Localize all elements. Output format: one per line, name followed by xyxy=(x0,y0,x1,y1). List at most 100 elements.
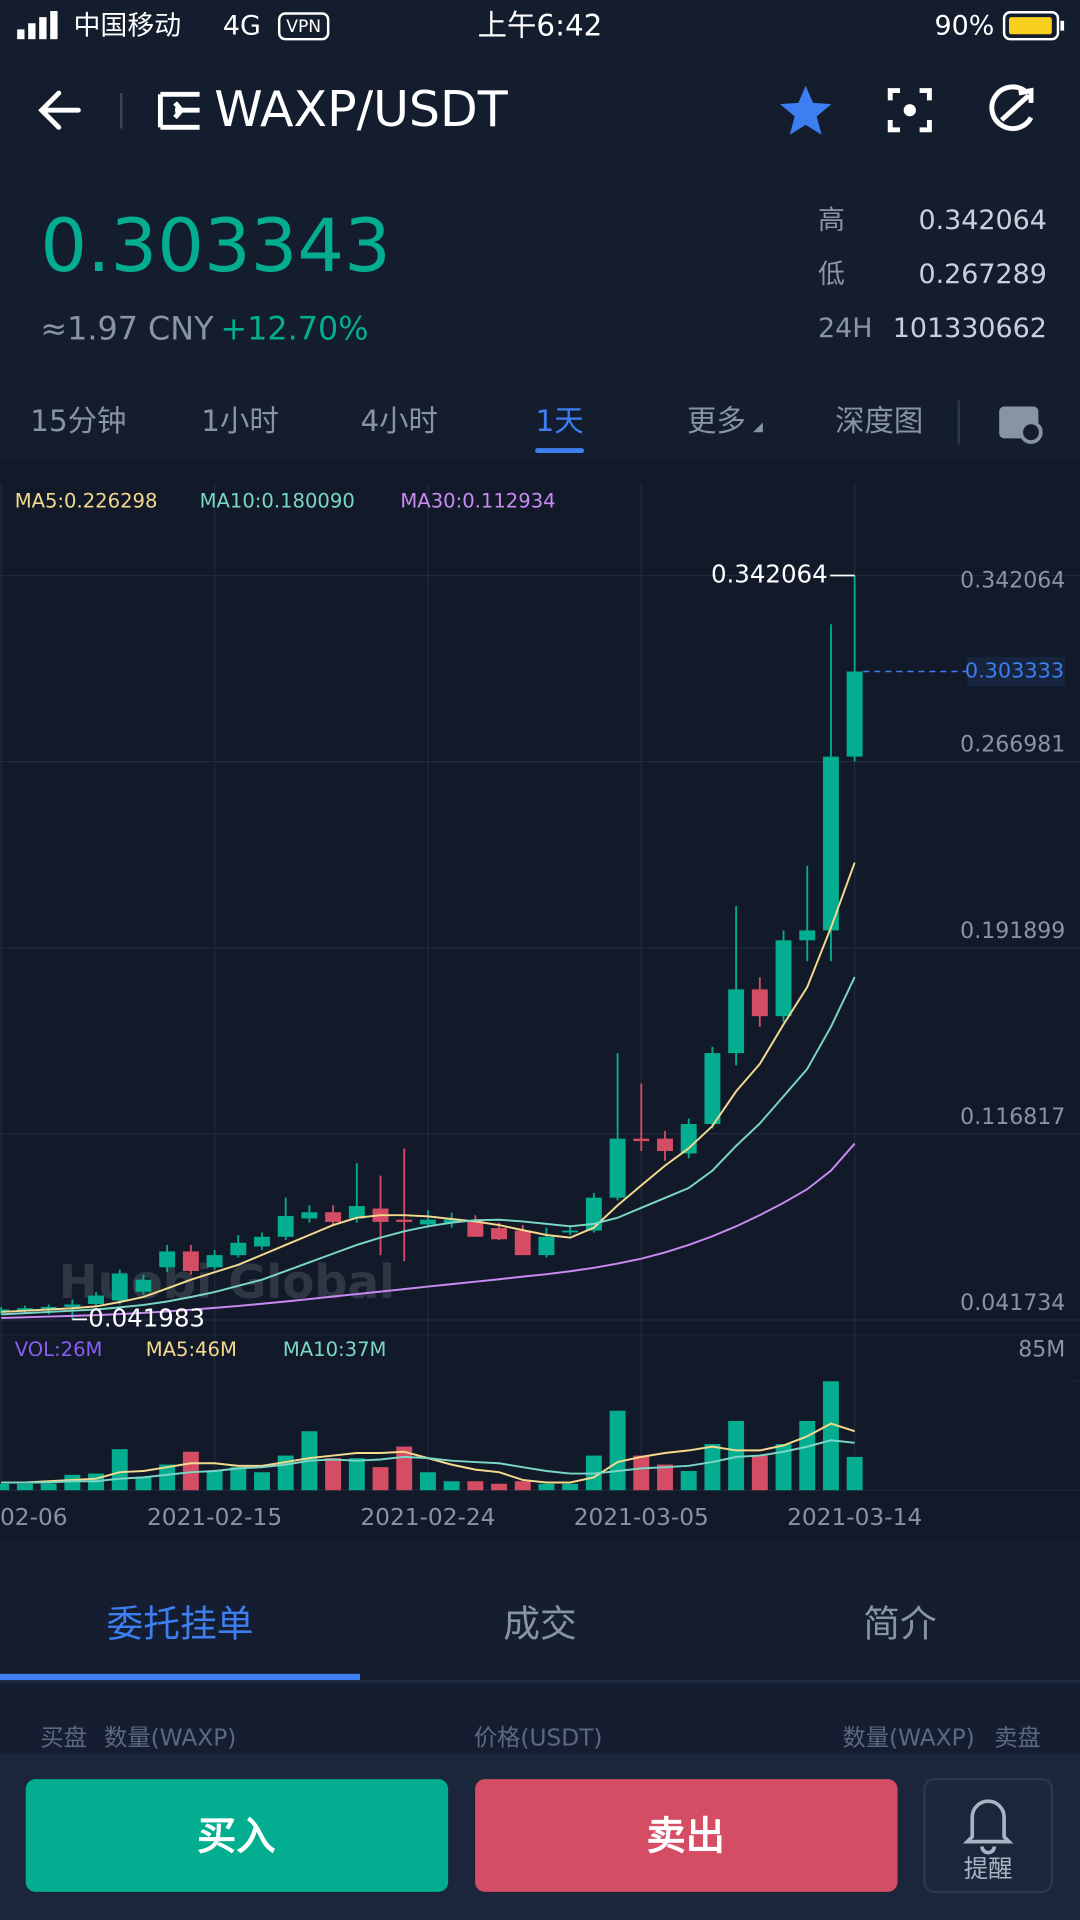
back-button[interactable] xyxy=(38,90,81,130)
column-header: 卖盘 xyxy=(994,1724,1041,1751)
gear-icon xyxy=(1019,420,1043,444)
candle-body xyxy=(514,1230,531,1256)
stat-label: 高 xyxy=(818,205,845,236)
volume-bar xyxy=(443,1481,460,1491)
candle-body xyxy=(585,1197,602,1231)
volume-bar xyxy=(206,1470,223,1491)
volume-ma-line xyxy=(1,1439,855,1484)
watermark: Huobi Global xyxy=(59,1255,395,1309)
column-header: 数量(WAXP) xyxy=(842,1724,974,1751)
ticker: 0.303343 ≈1.97 CNY +12.70% xyxy=(40,204,390,348)
battery-fill xyxy=(1008,17,1052,35)
candle-body xyxy=(680,1124,697,1154)
candle-body xyxy=(609,1138,626,1198)
volume-bar xyxy=(491,1483,508,1491)
candle-body xyxy=(182,1251,199,1272)
signal-bar xyxy=(50,11,58,40)
candle-body xyxy=(348,1206,365,1219)
y-tick-label: 0.342064 xyxy=(960,569,1065,594)
candle-body xyxy=(751,989,768,1017)
buy-button[interactable]: 买入 xyxy=(25,1779,449,1892)
menu-icon[interactable] xyxy=(157,91,200,130)
min-label: 0.041983 xyxy=(88,1303,205,1332)
scan-dot xyxy=(903,104,916,117)
active-underline xyxy=(0,1673,360,1680)
volume-bar xyxy=(775,1444,792,1491)
bottom-tab[interactable]: 成交 xyxy=(503,1603,576,1646)
period-tabs: 15分钟 1小时 4小时 1天 更多 深度图 xyxy=(30,400,1043,454)
refresh-button[interactable] xyxy=(989,84,1034,131)
stat-value: 101330662 xyxy=(893,313,1047,344)
battery-level: 90% xyxy=(934,10,994,41)
volume-bar xyxy=(348,1458,365,1491)
x-tick-label: 2021-03-14 xyxy=(787,1504,922,1531)
period-tab[interactable]: 深度图 xyxy=(835,404,923,438)
sell-label: 卖出 xyxy=(647,1815,725,1860)
last-price-label: 0.303333 xyxy=(965,659,1064,683)
status-bar: 中国移动 4G VPN 上午6:42 90% xyxy=(17,8,1065,42)
candle-body xyxy=(419,1219,436,1225)
x-tick-label: 2021-02-15 xyxy=(147,1504,282,1531)
bell-icon xyxy=(962,1799,1014,1855)
volume-bar xyxy=(704,1444,721,1491)
candle-body xyxy=(206,1255,223,1268)
vpn-box xyxy=(277,12,330,41)
volume-bar xyxy=(562,1483,579,1491)
y-tick-label: 0.116817 xyxy=(960,1105,1065,1130)
volume-bar xyxy=(182,1451,199,1491)
sell-button[interactable]: 卖出 xyxy=(475,1779,898,1892)
y-tick-label: 0.266981 xyxy=(960,733,1065,758)
candle-body xyxy=(301,1212,318,1219)
volume-bar xyxy=(111,1449,128,1491)
stat-label: 24H xyxy=(818,313,873,344)
volume-bar xyxy=(538,1483,555,1491)
alert-button[interactable]: 提醒 xyxy=(923,1777,1054,1894)
candle-body xyxy=(538,1236,555,1256)
dropdown-caret xyxy=(753,422,763,433)
candle-body xyxy=(657,1138,673,1152)
network: 4G xyxy=(223,10,261,41)
volume-bar xyxy=(799,1420,816,1491)
candle-body xyxy=(254,1236,270,1247)
period-tab[interactable]: 1天 xyxy=(536,404,584,438)
price-cny: ≈1.97 CNY xyxy=(40,310,214,348)
volume-bar xyxy=(680,1470,697,1491)
period-tab[interactable]: 4小时 xyxy=(360,404,437,438)
candle-body xyxy=(325,1212,342,1222)
buy-button-bg xyxy=(25,1779,449,1892)
ma-legend: MA30:0.112934 xyxy=(400,490,555,513)
bottom-tab[interactable]: 简介 xyxy=(863,1603,936,1646)
refresh-arrow xyxy=(999,87,1034,122)
order-book-header: 买盘 数量(WAXP) 价格(USDT) 数量(WAXP) 卖盘 xyxy=(40,1724,1040,1751)
scan-frame xyxy=(887,88,932,133)
candle-body xyxy=(277,1215,294,1237)
alert-button-border xyxy=(923,1777,1054,1894)
ma-legend: MA10:0.180090 xyxy=(200,490,355,513)
volume-bar xyxy=(514,1481,531,1491)
ma-line xyxy=(1,976,856,1316)
clock: 上午6:42 xyxy=(478,8,603,42)
candle-body xyxy=(135,1279,152,1292)
period-tab[interactable]: 15分钟 xyxy=(30,404,126,438)
candle-body xyxy=(64,1304,81,1307)
candle-body xyxy=(822,756,839,931)
volume-bar xyxy=(657,1464,673,1491)
bottom-tabs: 委托挂单 成交 简介 xyxy=(0,1603,937,1680)
volume-bar xyxy=(230,1467,247,1491)
period-tab[interactable]: 更多 xyxy=(687,404,746,438)
settings-button[interactable] xyxy=(999,406,1043,444)
period-tab[interactable]: 1小时 xyxy=(201,404,278,438)
signal-bar xyxy=(28,23,36,40)
volume-bar xyxy=(372,1467,389,1491)
candle-body xyxy=(562,1230,579,1233)
bottom-tab[interactable]: 委托挂单 xyxy=(107,1603,254,1646)
ma-line xyxy=(1,1142,856,1320)
volume-bar xyxy=(467,1481,484,1491)
candle-body xyxy=(846,671,863,757)
candle-body xyxy=(230,1242,247,1256)
scan-button[interactable] xyxy=(887,88,932,133)
volume-bar xyxy=(325,1458,342,1491)
favorite-star[interactable] xyxy=(780,85,832,135)
candle-body xyxy=(704,1053,721,1125)
candle-body xyxy=(159,1251,176,1268)
